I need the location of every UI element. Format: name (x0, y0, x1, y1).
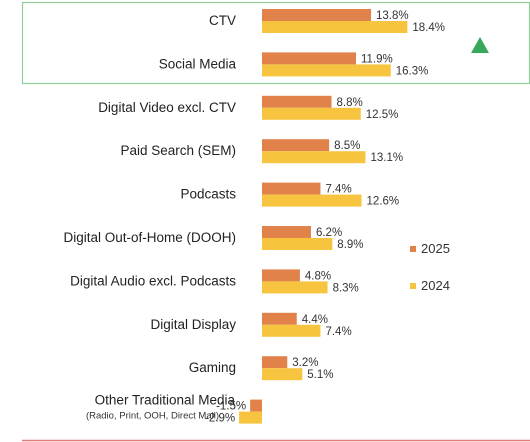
category-label-digital-video-excl-ctv: Digital Video excl. CTV (98, 100, 236, 115)
legend-swatch-2025 (410, 246, 416, 252)
category-label-other-traditional-media: Other Traditional Media (95, 393, 236, 408)
data-label-2024-digital-audio-excl-podcasts: 8.3% (333, 282, 359, 294)
data-label-2025-gaming: 3.2% (292, 357, 318, 369)
bar-2024-ctv (262, 21, 408, 33)
data-label-2025-digital-display: 4.4% (302, 314, 328, 326)
bar-2025-gaming (262, 356, 288, 369)
bar-2025-digital-video-excl-ctv (262, 95, 332, 108)
data-label-2025-digital-out-of-home-dooh: 6.2% (316, 227, 342, 239)
bar-2025-ctv (262, 9, 372, 21)
bar-2024-digital-display (262, 324, 321, 337)
data-label-2024-ctv: 18.4% (412, 22, 445, 34)
category-label-digital-audio-excl-podcasts: Digital Audio excl. Podcasts (70, 273, 236, 288)
category-label-digital-out-of-home-dooh: Digital Out-of-Home (DOOH) (63, 230, 236, 245)
data-label-2025-other-traditional-media: -1.5% (216, 401, 246, 413)
bar-2024-podcasts (262, 194, 362, 207)
data-label-2024-digital-display: 7.4% (325, 326, 351, 338)
legend-label-2025: 2025 (421, 241, 450, 256)
category-label-social-media: Social Media (159, 56, 237, 71)
data-label-2024-digital-out-of-home-dooh: 8.9% (337, 239, 363, 251)
bar-2025-podcasts (262, 182, 321, 195)
bar-2025-paid-search-sem (262, 139, 330, 152)
category-label-podcasts: Podcasts (180, 187, 236, 202)
legend-swatch-2024 (410, 283, 416, 289)
bar-2024-paid-search-sem (262, 151, 366, 164)
highlight-up-triangle-icon (471, 37, 489, 53)
category-label-digital-display: Digital Display (150, 317, 236, 332)
data-label-2025-social-media: 11.9% (361, 53, 393, 65)
bar-2025-digital-audio-excl-podcasts (262, 269, 300, 282)
data-label-2024-gaming: 5.1% (307, 369, 333, 381)
data-label-2024-social-media: 16.3% (396, 65, 429, 77)
bar-2024-digital-out-of-home-dooh (262, 238, 333, 250)
bar-2024-gaming (262, 368, 303, 381)
data-label-2025-digital-video-excl-ctv: 8.8% (337, 97, 363, 109)
category-sublabel-other-traditional-media: (Radio, Print, OOH, Direct Mail) (86, 411, 219, 422)
data-label-2025-paid-search-sem: 8.5% (334, 140, 360, 152)
bar-2025-digital-display (262, 312, 297, 325)
bar-2024-digital-audio-excl-podcasts (262, 281, 328, 294)
bar-2024-social-media (262, 64, 391, 77)
legend-label-2024: 2024 (421, 278, 450, 293)
data-label-2025-ctv: 13.8% (376, 10, 409, 22)
data-label-2025-digital-audio-excl-podcasts: 4.8% (305, 270, 331, 282)
data-label-2024-other-traditional-media: -2.9% (205, 413, 235, 425)
data-label-2024-podcasts: 12.6% (367, 196, 400, 208)
bar-2025-other-traditional-media (250, 399, 262, 412)
category-label-gaming: Gaming (189, 360, 236, 375)
category-label-ctv: CTV (209, 13, 236, 28)
bar-2025-digital-out-of-home-dooh (262, 226, 311, 238)
bar-2024-other-traditional-media (239, 411, 262, 424)
bar-2024-digital-video-excl-ctv (262, 107, 361, 120)
data-label-2024-digital-video-excl-ctv: 12.5% (366, 109, 399, 121)
category-label-paid-search-sem: Paid Search (SEM) (120, 143, 236, 158)
bar-2025-social-media (262, 52, 357, 65)
data-label-2025-podcasts: 7.4% (325, 184, 351, 196)
data-label-2024-paid-search-sem: 13.1% (370, 152, 403, 164)
